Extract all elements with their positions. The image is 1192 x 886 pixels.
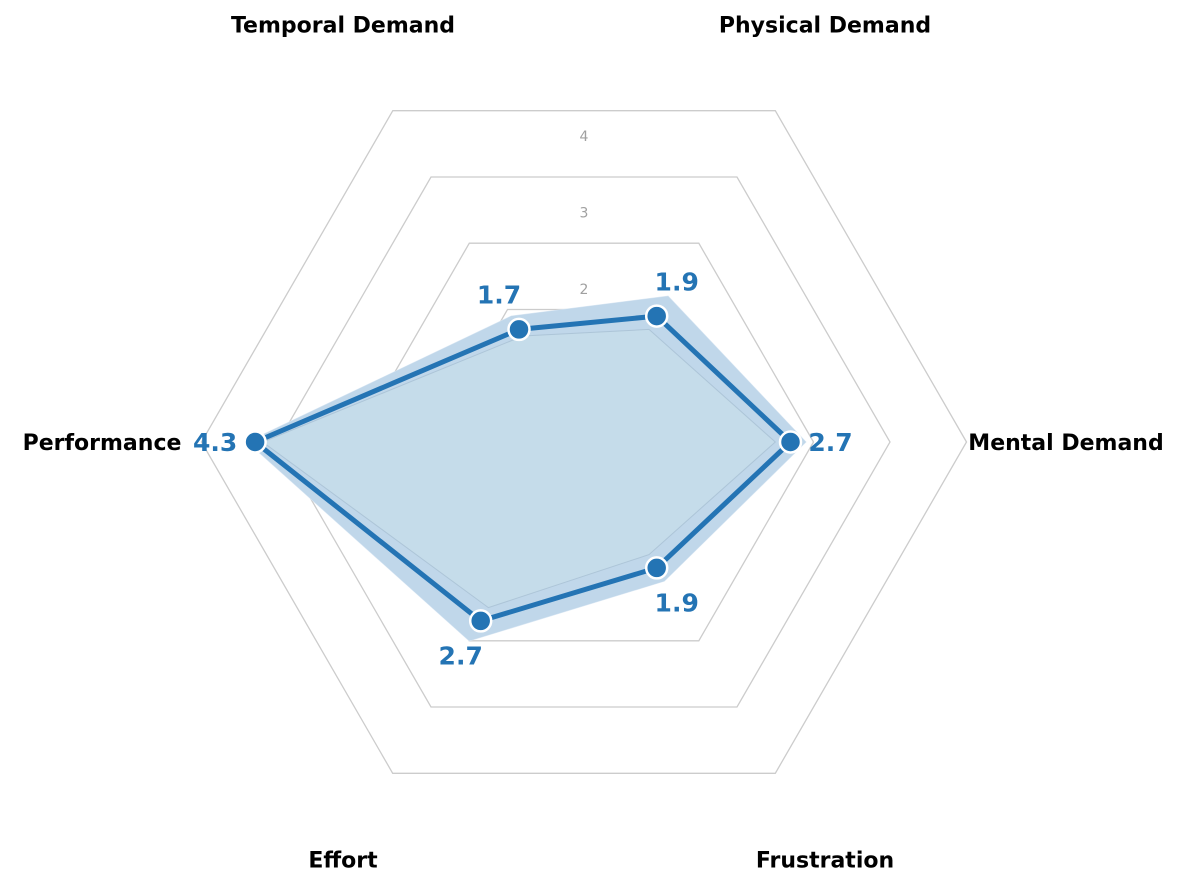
grid-ring-5	[200, 110, 968, 774]
series-layer	[243, 304, 803, 633]
data-label-temporal-demand: 1.7	[477, 281, 521, 310]
data-point-effort	[468, 609, 493, 633]
data-point-performance	[243, 430, 267, 454]
axis-label-performance: Performance	[23, 431, 182, 456]
data-point-temporal-demand	[507, 317, 531, 342]
data-point-mental-demand	[778, 430, 803, 454]
r-tick-label: 3	[580, 206, 589, 222]
label-layer: Mental Demand Physical Demand Temporal Dem…	[23, 14, 1164, 874]
axis-label-physical-demand: Physical Demand	[719, 14, 931, 39]
band-layer	[246, 295, 807, 642]
data-point-frustration	[644, 556, 669, 580]
axis-label-frustration: Frustration	[756, 848, 894, 873]
data-point-physical-demand	[644, 304, 669, 328]
r-tick-label: 2	[580, 282, 589, 298]
data-label-physical-demand: 1.9	[655, 268, 699, 297]
axis-label-temporal-demand: Temporal Demand	[231, 14, 455, 39]
r-tick-label: 4	[580, 129, 589, 145]
data-label-mental-demand: 2.7	[808, 428, 852, 457]
axis-label-effort: Effort	[308, 848, 378, 873]
axis-label-mental-demand: Mental Demand	[968, 431, 1163, 456]
data-label-effort: 2.7	[439, 642, 483, 671]
tick-layer: 2 3 4	[580, 129, 589, 298]
data-label-performance: 4.3	[193, 428, 237, 457]
data-label-frustration: 1.9	[655, 589, 699, 618]
